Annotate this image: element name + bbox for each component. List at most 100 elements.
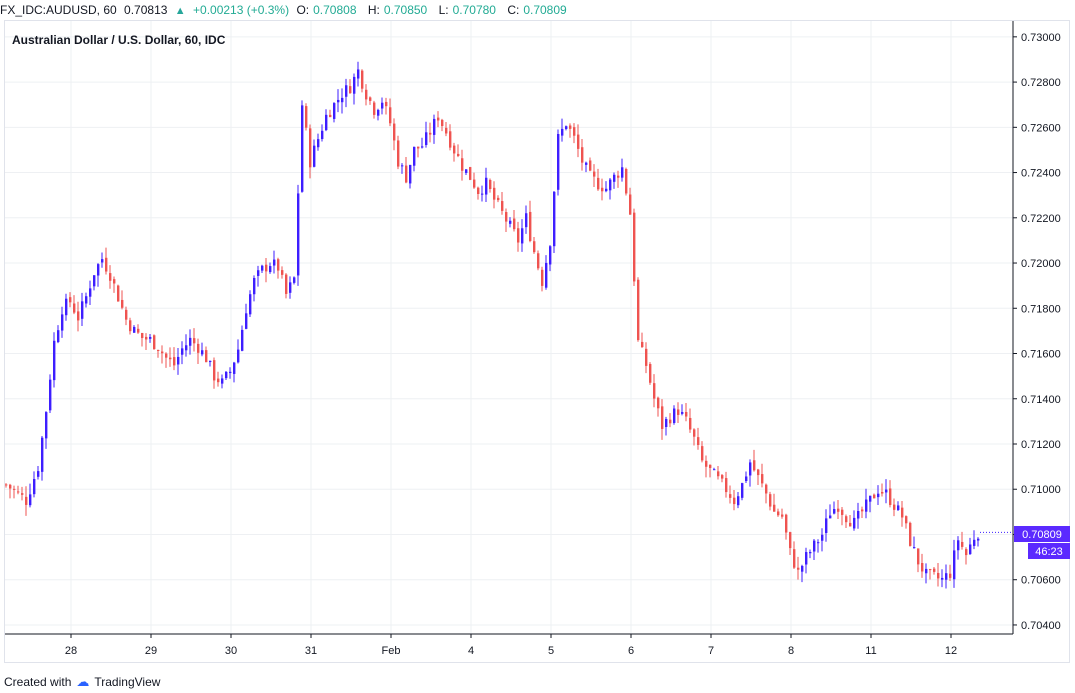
candle-body — [337, 99, 340, 103]
candle-body — [821, 534, 824, 541]
candle-body — [277, 259, 280, 271]
y-tick-label: 0.72600 — [1021, 122, 1061, 134]
candle-body — [653, 383, 656, 399]
candle-body — [453, 145, 456, 154]
candle-body — [149, 336, 152, 339]
candle-body — [749, 462, 752, 476]
candle-body — [593, 171, 596, 177]
last-price-badge-text: 0.70809 — [1022, 529, 1062, 541]
candle-body — [365, 89, 368, 100]
candle-body — [313, 145, 316, 167]
candle-body — [873, 494, 876, 499]
symbol-label[interactable]: FX_IDC:AUDUSD, 60 — [0, 3, 117, 17]
x-tick-label: 4 — [468, 645, 474, 657]
candle-body — [441, 119, 444, 127]
x-tick-label: 28 — [65, 645, 77, 657]
candle-body — [645, 348, 648, 366]
candle-body — [785, 514, 788, 533]
candle-body — [789, 532, 792, 549]
candle-body — [849, 522, 852, 527]
candle-body — [53, 340, 56, 381]
y-tick-label: 0.72000 — [1021, 258, 1061, 270]
candle-body — [85, 296, 88, 304]
candle-body — [145, 336, 148, 340]
close-label: C: — [507, 3, 520, 17]
candle-body — [189, 337, 192, 346]
candle-body — [477, 187, 480, 194]
high-value: 0.70850 — [383, 3, 428, 17]
candle-body — [81, 301, 84, 319]
last-price-badge — [1014, 526, 1070, 542]
candle-body — [237, 349, 240, 363]
candle-body — [153, 335, 156, 350]
candle-body — [125, 309, 128, 320]
candle-body — [425, 132, 428, 146]
candle-body — [949, 573, 952, 578]
tradingview-brand[interactable]: TradingView — [94, 675, 161, 689]
candle-body — [113, 279, 116, 284]
candle-body — [397, 140, 400, 167]
x-tick-label: 30 — [225, 645, 237, 657]
chart-frame[interactable] — [4, 20, 1070, 663]
y-tick-label: 0.71000 — [1021, 484, 1061, 496]
candle-body — [77, 311, 80, 321]
candle-body — [545, 262, 548, 288]
candle-body — [493, 187, 496, 200]
candle-body — [361, 70, 364, 89]
candle-body — [521, 228, 524, 244]
candle-body — [973, 539, 976, 546]
candle-body — [197, 343, 200, 353]
candlestick-chart[interactable]: 0.704000.706000.708000.710000.712000.714… — [0, 0, 1075, 672]
candle-body — [909, 522, 912, 546]
candle-body — [429, 132, 432, 135]
candle-body — [433, 118, 436, 135]
x-tick-label: Feb — [382, 645, 401, 657]
candle-body — [473, 179, 476, 188]
candle-body — [685, 412, 688, 417]
chart-title: Australian Dollar / U.S. Dollar, 60, IDC — [12, 33, 226, 47]
candle-body — [281, 270, 284, 275]
low-label: L: — [438, 3, 449, 17]
candle-body — [261, 265, 264, 271]
candle-body — [529, 211, 532, 241]
candle-body — [801, 565, 804, 572]
y-tick-label: 0.71400 — [1021, 394, 1061, 406]
candle-body — [721, 475, 724, 479]
candle-body — [689, 417, 692, 430]
candle-body — [217, 378, 220, 383]
candle-body — [249, 294, 252, 315]
tradingview-logo-icon[interactable]: ☁ — [76, 674, 90, 689]
candle-body — [385, 101, 388, 107]
candle-body — [13, 488, 16, 490]
candle-body — [917, 548, 920, 565]
created-with-label: Created with — [4, 675, 72, 689]
candle-body — [241, 329, 244, 351]
candle-body — [945, 573, 948, 580]
candle-body — [293, 277, 296, 283]
candle-body — [381, 102, 384, 109]
candle-body — [265, 264, 268, 272]
candle-body — [173, 357, 176, 366]
candle-body — [757, 469, 760, 476]
candle-body — [705, 460, 708, 467]
candle-body — [245, 313, 248, 329]
candle-body — [865, 499, 868, 512]
candle-body — [445, 127, 448, 134]
candle-body — [185, 345, 188, 351]
candle-body — [657, 397, 660, 409]
candle-body — [45, 412, 48, 439]
candle-body — [745, 476, 748, 482]
candle-body — [537, 253, 540, 269]
candle-body — [901, 507, 904, 518]
x-tick-label: 7 — [708, 645, 714, 657]
up-arrow-icon: ▲ — [174, 5, 186, 17]
candle-body — [921, 563, 924, 572]
candle-body — [725, 478, 728, 493]
candle-body — [625, 168, 628, 194]
candle-body — [577, 134, 580, 149]
time-axis[interactable]: 28 29 30 31 Feb 4 5 6 7 8 11 12 — [5, 633, 1013, 657]
candle-body — [897, 505, 900, 511]
candle-body — [409, 164, 412, 184]
candle-body — [609, 179, 612, 191]
price-axis[interactable]: 0.704000.706000.708000.710000.712000.714… — [1012, 21, 1061, 634]
